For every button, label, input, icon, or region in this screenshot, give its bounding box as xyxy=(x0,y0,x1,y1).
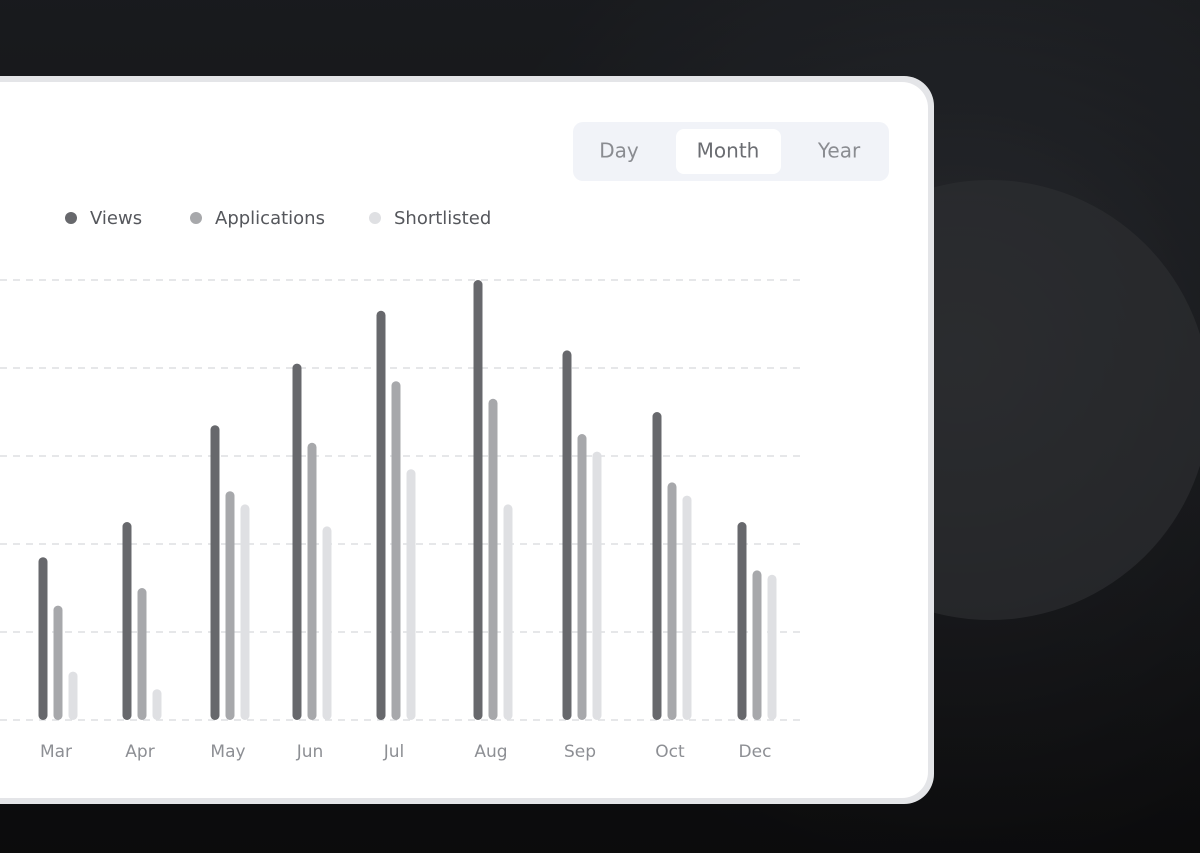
bar xyxy=(667,482,677,720)
x-tick-label: May xyxy=(210,742,245,762)
bar xyxy=(122,522,132,720)
tab[interactable]: Day xyxy=(599,139,639,163)
bar xyxy=(488,398,498,720)
x-tick-label: Aug xyxy=(474,742,507,762)
bar xyxy=(137,588,147,720)
bar xyxy=(38,557,48,720)
bar xyxy=(376,310,386,720)
legend-dot xyxy=(65,212,77,224)
bar xyxy=(682,495,692,720)
legend-label: Applications xyxy=(215,208,325,229)
x-tick-label: Jul xyxy=(383,742,405,762)
bar xyxy=(562,350,572,720)
tab[interactable]: Month xyxy=(697,139,760,163)
bar xyxy=(503,504,513,720)
bar xyxy=(592,451,602,720)
bar xyxy=(53,605,63,720)
bar xyxy=(225,491,235,720)
bar xyxy=(240,504,250,720)
x-tick-label: Sep xyxy=(564,742,596,762)
bar xyxy=(391,381,401,720)
bar xyxy=(307,442,317,720)
bar xyxy=(322,526,332,720)
bar xyxy=(68,671,78,720)
active-tab-bg xyxy=(676,129,781,174)
bar xyxy=(152,689,162,720)
bar xyxy=(210,425,220,720)
bar xyxy=(292,363,302,720)
x-tick-label: Dec xyxy=(739,742,772,762)
bar xyxy=(406,469,416,720)
legend-label: Shortlisted xyxy=(394,208,491,229)
legend-label: Views xyxy=(90,208,142,229)
bar xyxy=(737,522,747,720)
tab[interactable]: Year xyxy=(817,139,861,163)
bar xyxy=(652,412,662,720)
bar xyxy=(577,434,587,720)
x-tick-label: Apr xyxy=(125,742,154,762)
x-tick-label: Mar xyxy=(40,742,72,762)
legend-dot xyxy=(190,212,202,224)
legend-dot xyxy=(369,212,381,224)
bar xyxy=(752,570,762,720)
bar xyxy=(473,280,483,720)
x-tick-label: Oct xyxy=(655,742,685,762)
bar xyxy=(767,574,777,720)
x-tick-label: Jun xyxy=(296,742,324,762)
